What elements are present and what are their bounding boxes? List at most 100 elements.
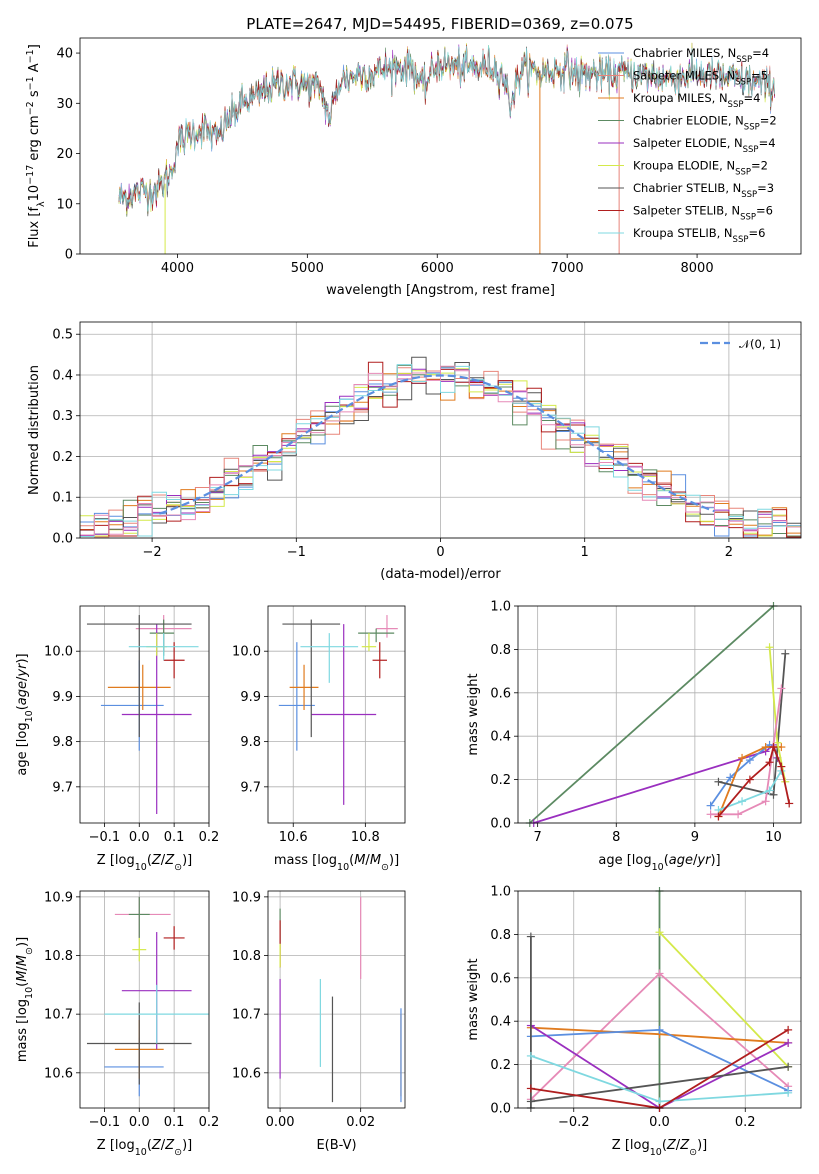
weight-line: [529, 605, 775, 824]
normal-curve: [158, 374, 715, 515]
y-tick-label: 0.4: [52, 368, 73, 383]
y-axis-label: mass weight: [466, 958, 481, 1040]
legend-entry: Chabrier STELIB, NSSP=3: [633, 181, 774, 200]
legend-entry: Salpeter MILES, NSSP=5: [633, 69, 768, 88]
x-tick-label: 10: [765, 830, 782, 845]
y-tick-label: 0.6: [490, 971, 511, 986]
x-tick-label: 0.0: [129, 830, 150, 845]
mass-vs-EBV-frame: [267, 890, 406, 1109]
x-axis-label: Z [log10(Z/Z⊙)]: [97, 853, 192, 873]
y-axis-label: age [log10(age/yr)]: [15, 653, 35, 775]
y-tick-label: 10.0: [232, 645, 261, 660]
spectrum-frame: [79, 37, 802, 255]
x-tick-label: 0.02: [346, 1115, 375, 1130]
figure-title: PLATE=2647, MJD=54495, FIBERID=0369, z=0…: [246, 15, 633, 33]
y-tick-label: 0.8: [490, 928, 511, 943]
spectrum-lines: [118, 42, 775, 254]
y-tick-label: 10.6: [44, 1066, 73, 1081]
errorbars-mass-vs-Z: [86, 896, 209, 1097]
legend-entry: Salpeter STELIB, NSSP=6: [633, 204, 773, 223]
y-tick-label: 10.9: [44, 890, 73, 905]
residuals-frame: [79, 321, 802, 539]
spectrum-legend: Chabrier MILES, NSSP=4 Salpeter MILES, NS…: [598, 46, 777, 245]
x-tick-label: 0: [436, 545, 444, 560]
axes-weight-vs-age: 7 8 9 10 0.0 0.2 0.4 0.6 0.8 1.0: [490, 600, 801, 845]
errorbars-age-vs-Z: [86, 615, 199, 814]
axes-spectrum: 4000 5000 6000 7000 8000 0 10 20 30 40: [56, 47, 713, 276]
y-tick-label: 30: [56, 97, 73, 112]
weight-line: [658, 931, 789, 1068]
legend-entry: Chabrier MILES, NSSP=4: [633, 46, 769, 65]
spectrum-line: [118, 44, 775, 211]
axes-mass-vs-Z: −0.1 0.0 0.1 0.2 10.6 10.7 10.8 10.9: [44, 890, 219, 1130]
x-axis-label: E(B-V): [316, 1138, 356, 1153]
y-tick-label: 10.0: [44, 645, 73, 660]
y-axis-label: Normed distribution: [27, 365, 42, 495]
weight-line: [709, 744, 771, 807]
y-tick-label: 0.1: [52, 491, 73, 506]
x-tick-label: −2: [143, 545, 162, 560]
y-tick-label: 1.0: [490, 885, 511, 900]
mass-vs-Z-frame: [79, 890, 210, 1109]
x-tick-label: 10.8: [351, 830, 380, 845]
x-axis-label: age [log10(age/yr)]: [598, 853, 720, 873]
age-vs-mass-frame: [267, 605, 406, 824]
x-tick-label: 5000: [291, 261, 324, 276]
y-tick-label: 0.6: [490, 686, 511, 701]
y-tick-label: 0.0: [490, 817, 511, 832]
histograms: [80, 356, 801, 538]
y-tick-label: 0.2: [490, 1058, 511, 1073]
x-tick-label: −0.2: [558, 1115, 590, 1130]
y-tick-label: 0.0: [52, 532, 73, 547]
y-tick-label: 0.2: [52, 450, 73, 465]
y-tick-label: 10.8: [232, 949, 261, 964]
x-tick-label: 4000: [161, 261, 194, 276]
x-tick-label: 7000: [551, 261, 584, 276]
x-tick-label: 0.2: [199, 1115, 220, 1130]
x-tick-label: 0.00: [266, 1115, 295, 1130]
y-tick-label: 0.0: [490, 1102, 511, 1117]
y-tick-label: 9.9: [240, 690, 261, 705]
x-tick-label: 0.1: [164, 830, 185, 845]
legend-entry: Kroupa MILES, NSSP=4: [633, 91, 760, 110]
y-tick-label: 10.8: [44, 949, 73, 964]
y-tick-label: 10.7: [44, 1008, 73, 1023]
y-tick-label: 0.4: [490, 730, 511, 745]
y-tick-label: 0.5: [52, 328, 73, 343]
y-tick-label: 20: [56, 147, 73, 162]
x-axis-label: wavelength [Angstrom, rest frame]: [326, 283, 555, 298]
y-tick-label: 9.8: [52, 735, 73, 750]
y-tick-label: 9.7: [52, 780, 73, 795]
weight-line: [533, 743, 779, 824]
errorbars-mass-vs-EBV: [279, 896, 402, 1103]
errorbars-age-vs-mass: [278, 615, 398, 805]
lines-weight-vs-age: [525, 602, 794, 827]
weight-line: [710, 688, 783, 816]
axes-age-vs-Z: −0.1 0.0 0.1 0.2 9.7 9.8 9.9 10.0: [44, 606, 219, 845]
weight-vs-age-frame: [517, 605, 802, 824]
y-tick-label: 0.4: [490, 1015, 511, 1030]
x-axis-label: (data-model)/error: [380, 567, 501, 582]
x-tick-label: 1: [581, 545, 589, 560]
x-tick-label: 7: [534, 830, 542, 845]
x-axis-label: mass [log10(M/M⊙)]: [274, 853, 399, 873]
y-axis-label: mass weight: [466, 673, 481, 755]
x-tick-label: 0.2: [199, 830, 220, 845]
legend-entry: Salpeter ELODIE, NSSP=4: [633, 136, 776, 155]
legend-entry: 𝒩(0, 1): [739, 337, 781, 351]
x-tick-label: 2: [725, 545, 733, 560]
y-tick-label: 10.6: [232, 1066, 261, 1081]
y-axis-label: mass [log10(M/M⊙)]: [15, 937, 35, 1062]
x-tick-label: 0.2: [735, 1115, 756, 1130]
x-tick-label: 8: [612, 830, 620, 845]
y-tick-label: 9.7: [240, 780, 261, 795]
axes-mass-vs-EBV: 0.00 0.02 10.6 10.7 10.8 10.9: [232, 890, 405, 1130]
axes-residuals: −2 −1 0 1 2 0.0 0.1 0.2 0.3 0.4 0.5: [52, 322, 801, 560]
y-tick-label: 40: [56, 47, 73, 62]
y-tick-label: 0.8: [490, 643, 511, 658]
x-tick-label: 10.6: [279, 830, 308, 845]
y-tick-label: 9.8: [240, 735, 261, 750]
x-tick-label: 0.1: [164, 1115, 185, 1130]
